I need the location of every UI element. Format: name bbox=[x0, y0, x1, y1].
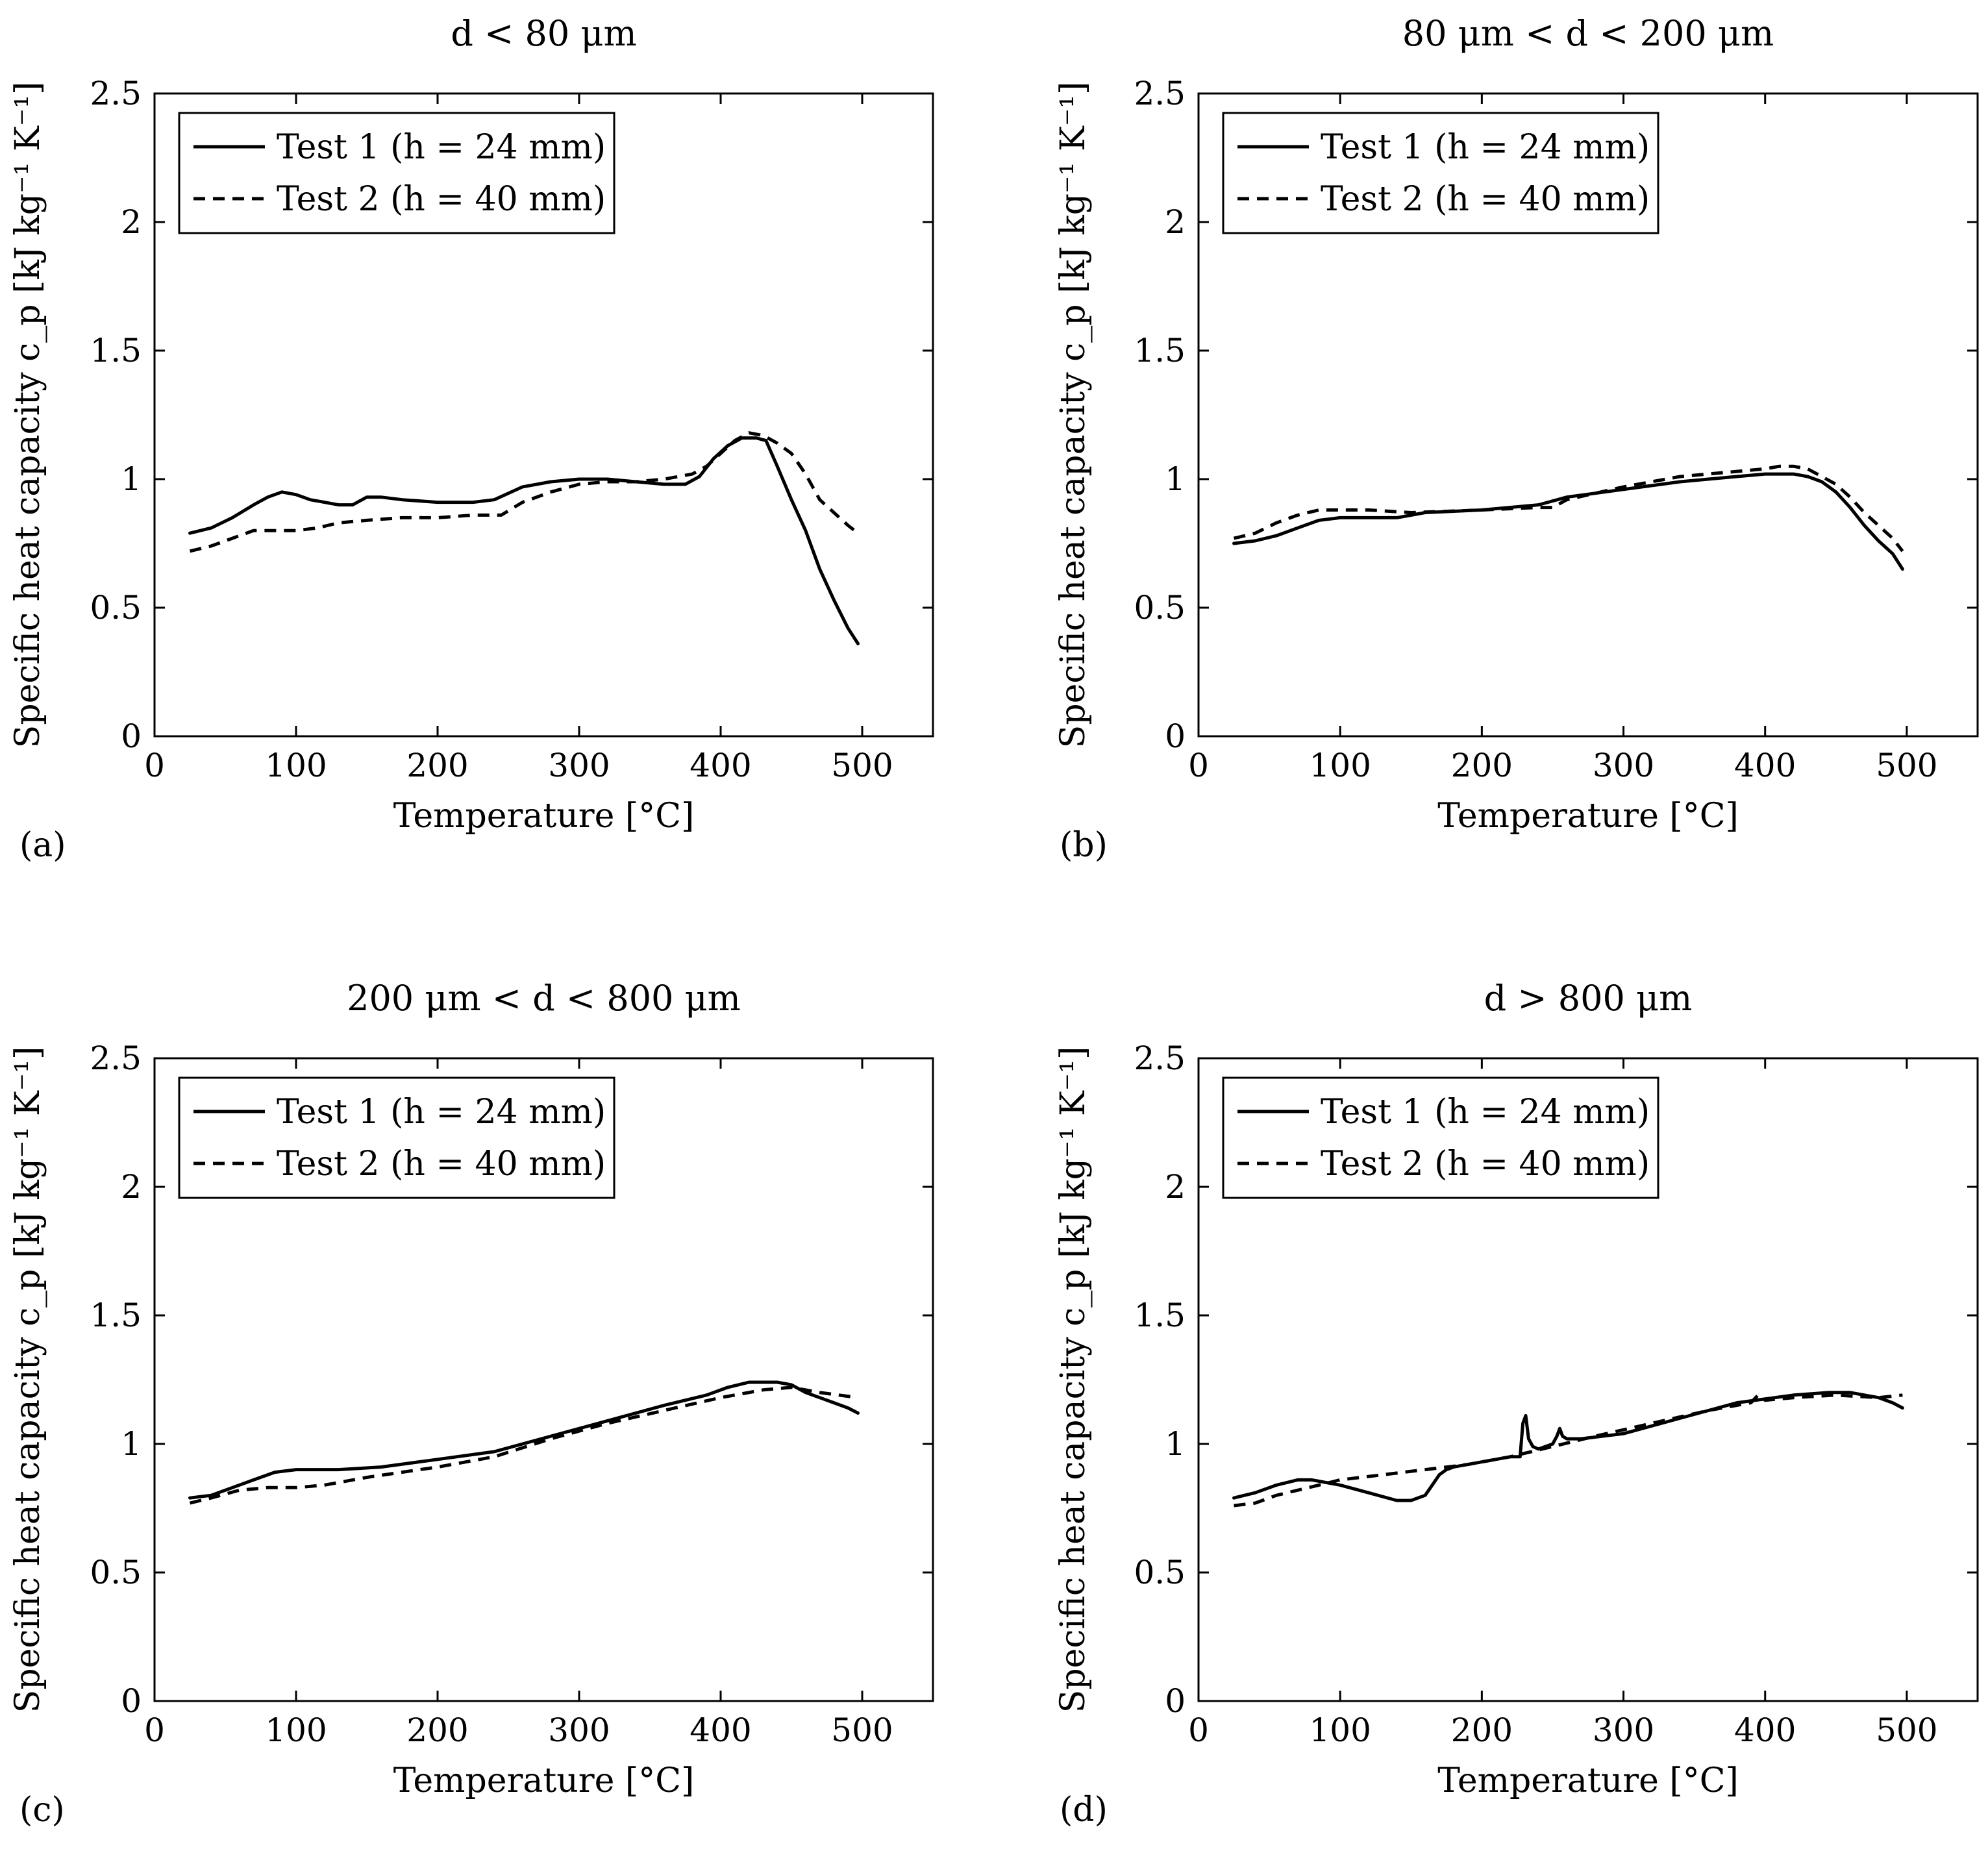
legend-label-test-2: Test 2 (h = 40 mm) bbox=[277, 1145, 606, 1184]
x-tick-label: 300 bbox=[1593, 1711, 1654, 1749]
series-line-test-1 bbox=[188, 1380, 860, 1500]
x-tick-label: 200 bbox=[406, 1711, 468, 1749]
x-tick-label: 500 bbox=[1876, 747, 1937, 784]
y-tick-label: 0 bbox=[1165, 717, 1186, 755]
series-line-test-2 bbox=[1234, 1393, 1903, 1508]
y-tick-label: 1.5 bbox=[90, 1297, 142, 1334]
y-tick-label: 0 bbox=[121, 717, 142, 755]
panel-label: (c) bbox=[19, 1791, 65, 1830]
series-line-test-2 bbox=[1233, 464, 1904, 553]
legend-box bbox=[178, 1076, 615, 1199]
series-line-test-2 bbox=[189, 431, 860, 553]
legend-label-test-2: Test 2 (h = 40 mm) bbox=[277, 180, 606, 219]
y-tick-label: 1.5 bbox=[1134, 1297, 1186, 1334]
y-tick-label: 1.5 bbox=[1134, 332, 1186, 369]
legend-label-test-1: Test 1 (h = 24 mm) bbox=[1321, 128, 1650, 167]
chart-panel-a: d < 80 μm 0 100 200 300 400 500 0 0.5 1 1.5 2 2.5 Tem… bbox=[8, 13, 934, 865]
y-tick-label: 2.5 bbox=[90, 1039, 142, 1077]
x-axis-label: Temperature [°C] bbox=[1437, 797, 1739, 836]
plot-frame bbox=[153, 1057, 934, 1702]
y-tick-label: 2 bbox=[121, 203, 142, 241]
y-tick-label: 0.5 bbox=[1134, 1554, 1186, 1591]
x-tick-label: 500 bbox=[1876, 1711, 1937, 1749]
legend-box bbox=[178, 112, 615, 234]
x-tick-label: 200 bbox=[1451, 747, 1513, 784]
x-axis-label: Temperature [°C] bbox=[393, 1761, 695, 1800]
series-line-test-2 bbox=[189, 1385, 858, 1505]
y-tick-label: 2.5 bbox=[90, 75, 142, 112]
plot-frame bbox=[1197, 92, 1979, 738]
series-line-test-1 bbox=[1232, 472, 1904, 571]
y-tick-label: 0 bbox=[1165, 1682, 1186, 1720]
y-tick-label: 2.5 bbox=[1134, 75, 1186, 112]
y-tick-label: 1 bbox=[1165, 1425, 1186, 1463]
y-axis-label: Specific heat capacity c_p [kJ kg⁻¹ K⁻¹] bbox=[1054, 1047, 1093, 1713]
x-tick-label: 100 bbox=[265, 747, 327, 784]
chart-panel-b: 80 μm < d < 200 μm 0 100 200 300 400 500 0 0.5 1 1… bbox=[1054, 13, 1979, 865]
y-tick-label: 1 bbox=[121, 460, 142, 498]
x-tick-label: 300 bbox=[548, 747, 610, 784]
x-tick-label: 300 bbox=[548, 1711, 610, 1749]
x-tick-label: 500 bbox=[831, 747, 893, 784]
x-tick-label: 500 bbox=[831, 1711, 893, 1749]
y-tick-label: 2.5 bbox=[1134, 1039, 1186, 1077]
plot-frame bbox=[153, 92, 934, 738]
y-axis-label: Specific heat capacity c_p [kJ kg⁻¹ K⁻¹] bbox=[8, 1047, 47, 1713]
x-tick-label: 100 bbox=[1309, 747, 1371, 784]
x-axis-label: Temperature [°C] bbox=[1437, 1761, 1739, 1800]
chart-title: d < 80 μm bbox=[451, 13, 636, 54]
chart-title: d > 800 μm bbox=[1484, 978, 1693, 1019]
y-tick-label: 1 bbox=[1165, 460, 1186, 498]
x-tick-label: 200 bbox=[1451, 1711, 1513, 1749]
legend-box bbox=[1222, 112, 1659, 234]
x-tick-label: 100 bbox=[1309, 1711, 1371, 1749]
y-tick-label: 0 bbox=[121, 1682, 142, 1720]
x-tick-label: 400 bbox=[690, 747, 751, 784]
y-tick-label: 2 bbox=[121, 1168, 142, 1206]
x-tick-label: 100 bbox=[265, 1711, 327, 1749]
legend-label-test-1: Test 1 (h = 24 mm) bbox=[277, 128, 606, 167]
chart-panel-c: 200 μm < d < 800 μm 0 100 200 300 400 500 0 0.5 1… bbox=[8, 978, 934, 1830]
series-line-test-1 bbox=[1232, 1391, 1904, 1502]
y-axis-label: Specific heat capacity c_p [kJ kg⁻¹ K⁻¹] bbox=[8, 82, 47, 749]
plot-frame bbox=[1197, 1057, 1979, 1702]
legend-box bbox=[1222, 1076, 1659, 1199]
x-tick-label: 200 bbox=[406, 747, 468, 784]
x-tick-label: 0 bbox=[1188, 1711, 1209, 1749]
x-tick-label: 0 bbox=[144, 747, 165, 784]
legend-label-test-2: Test 2 (h = 40 mm) bbox=[1321, 1145, 1650, 1184]
y-tick-label: 1.5 bbox=[90, 332, 142, 369]
legend-label-test-1: Test 1 (h = 24 mm) bbox=[1321, 1093, 1650, 1132]
x-axis-label: Temperature [°C] bbox=[393, 797, 695, 836]
series-line-test-1 bbox=[188, 436, 860, 645]
legend-label-test-1: Test 1 (h = 24 mm) bbox=[277, 1093, 606, 1132]
y-tick-label: 0.5 bbox=[90, 1554, 142, 1591]
y-tick-label: 2 bbox=[1165, 1168, 1186, 1206]
x-tick-label: 400 bbox=[1734, 1711, 1796, 1749]
chart-title: 80 μm < d < 200 μm bbox=[1402, 13, 1774, 54]
y-tick-label: 0.5 bbox=[90, 589, 142, 627]
y-tick-label: 0.5 bbox=[1134, 589, 1186, 627]
chart-panel-d: d > 800 μm 0 100 200 300 400 500 0 0.5 1 1.5 2 2.5 Te… bbox=[1054, 978, 1979, 1830]
panel-label: (b) bbox=[1060, 826, 1108, 865]
x-tick-label: 300 bbox=[1593, 747, 1654, 784]
y-axis-label: Specific heat capacity c_p [kJ kg⁻¹ K⁻¹] bbox=[1054, 82, 1093, 749]
panel-label: (a) bbox=[19, 826, 66, 865]
chart-title: 200 μm < d < 800 μm bbox=[347, 978, 741, 1019]
panel-label: (d) bbox=[1060, 1791, 1108, 1830]
x-tick-label: 0 bbox=[1188, 747, 1209, 784]
x-tick-label: 400 bbox=[690, 1711, 751, 1749]
y-tick-label: 1 bbox=[121, 1425, 142, 1463]
x-tick-label: 0 bbox=[144, 1711, 165, 1749]
legend-label-test-2: Test 2 (h = 40 mm) bbox=[1321, 180, 1650, 219]
x-tick-label: 400 bbox=[1734, 747, 1796, 784]
y-tick-label: 2 bbox=[1165, 203, 1186, 241]
